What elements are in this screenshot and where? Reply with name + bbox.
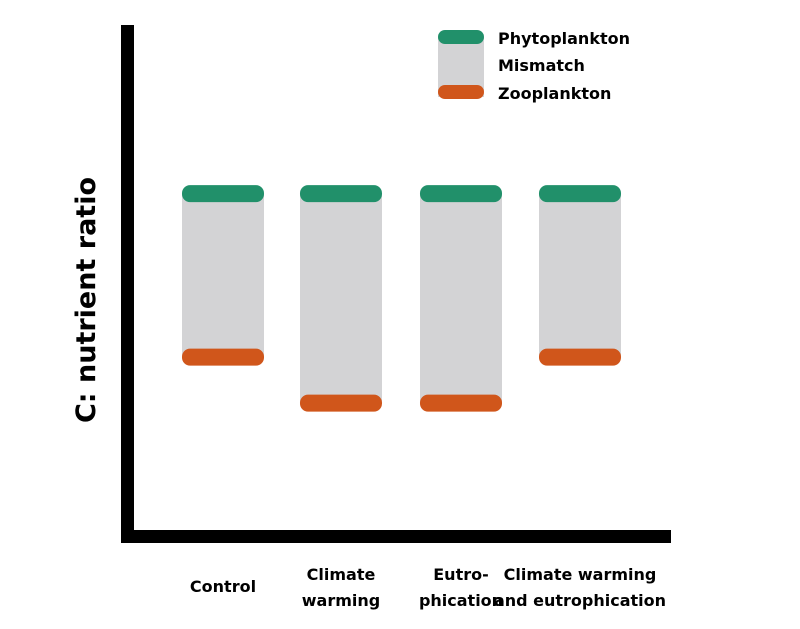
phytoplankton-mark [420,185,502,203]
x-axis [121,530,671,543]
phytoplankton-mark [539,185,621,203]
x-tick-label: and eutrophication [494,591,666,610]
legend-swatch-phytoplankton [438,30,484,44]
x-tick-label: Climate warming [504,565,657,584]
x-tick-label: warming [302,591,380,610]
mismatch-bar [420,193,502,404]
mismatch-bar [300,193,382,404]
y-axis-label: C: nutrient ratio [71,177,102,423]
legend-label-phytoplankton: Phytoplankton [498,29,630,48]
x-tick-label: Climate [307,565,376,584]
zooplankton-mark [420,394,502,412]
mismatch-bar [182,193,264,358]
mismatch-bar [539,193,621,358]
y-axis [121,25,134,543]
zooplankton-mark [539,348,621,366]
x-tick-label: Control [190,577,256,596]
phytoplankton-mark [182,185,264,203]
legend-label-mismatch: Mismatch [498,56,585,75]
legend-swatch-zooplankton [438,85,484,99]
legend-label-zooplankton: Zooplankton [498,84,611,103]
legend: Phytoplankton Mismatch Zooplankton [438,29,630,103]
x-tick-label: phication [419,591,503,610]
zooplankton-mark [300,394,382,412]
phytoplankton-mark [300,185,382,203]
x-tick-label: Eutro- [433,565,489,584]
zooplankton-mark [182,348,264,366]
